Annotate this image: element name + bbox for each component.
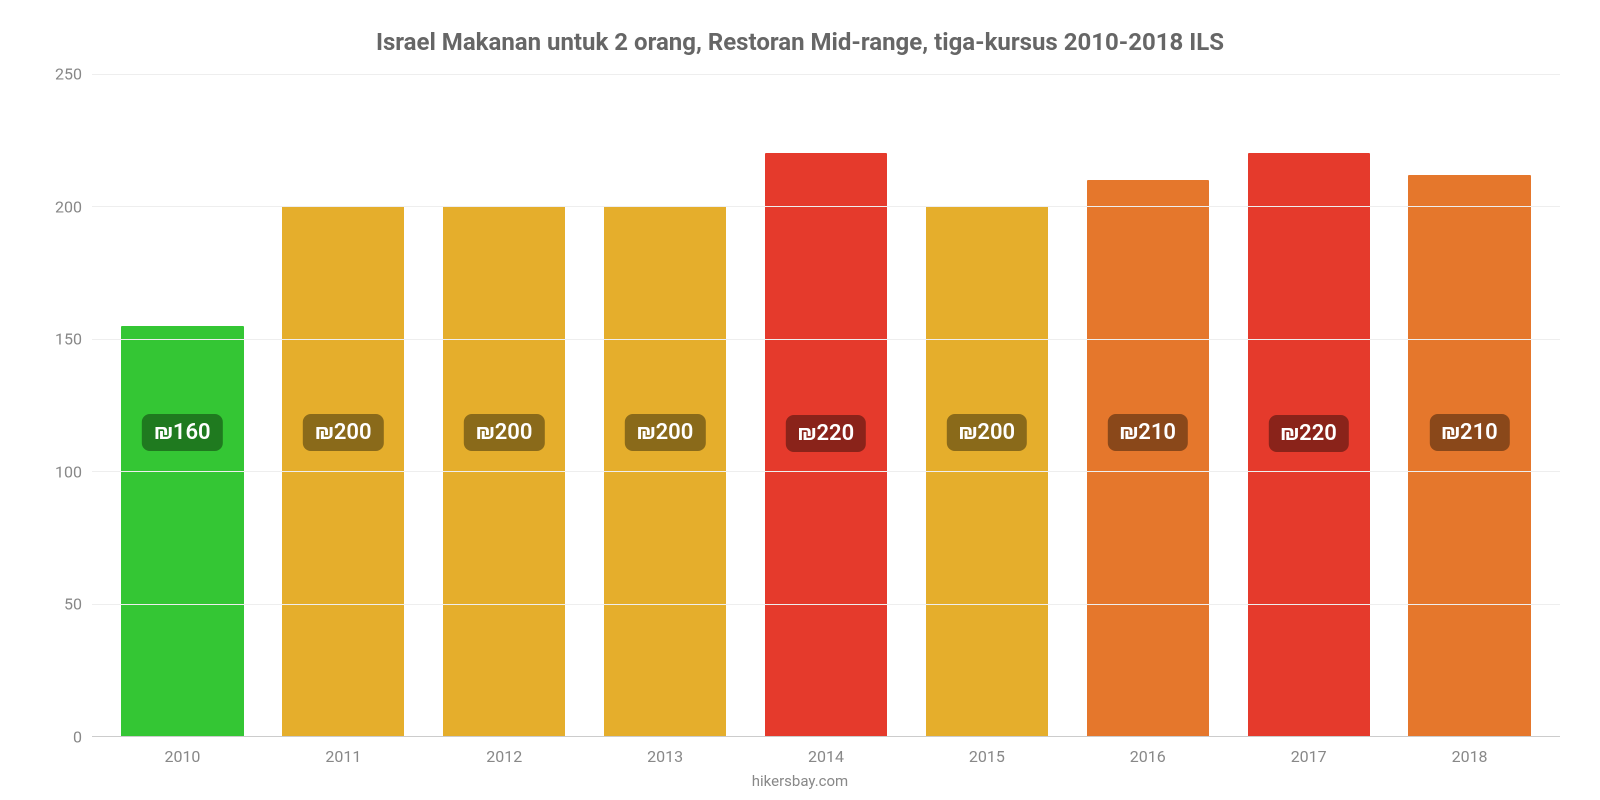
y-tick: 0 [42, 728, 82, 747]
bar-value-label: ₪200 [303, 414, 383, 451]
x-tick: 2011 [263, 747, 424, 766]
bar-slot: ₪210 [1067, 74, 1228, 736]
bar: ₪210 [1408, 175, 1530, 736]
gridline [92, 604, 1560, 605]
bar-slot: ₪200 [263, 74, 424, 736]
x-tick: 2017 [1228, 747, 1389, 766]
bar-value-label: ₪200 [947, 414, 1027, 451]
gridline [92, 339, 1560, 340]
y-tick: 150 [42, 330, 82, 349]
x-tick: 2010 [102, 747, 263, 766]
x-tick: 2012 [424, 747, 585, 766]
chart-grid: 050100150200250 ₪160₪200₪200₪200₪220₪200… [40, 74, 1560, 737]
gridline [92, 471, 1560, 472]
x-axis: 201020112012201320142015201620172018 [92, 737, 1560, 766]
x-tick: 2014 [746, 747, 907, 766]
bar-value-label: ₪210 [1429, 414, 1509, 451]
chart-area: 050100150200250 ₪160₪200₪200₪200₪220₪200… [40, 74, 1560, 766]
bar: ₪210 [1087, 180, 1209, 736]
bar-value-label: ₪220 [1268, 415, 1348, 452]
bar-slot: ₪200 [906, 74, 1067, 736]
x-tick: 2016 [1067, 747, 1228, 766]
bar-slot: ₪210 [1389, 74, 1550, 736]
bar-value-label: ₪200 [625, 414, 705, 451]
bars-container: ₪160 ₪200 ₪200 ₪200 ₪220 ₪200 ₪210 ₪220 ₪210 [92, 74, 1560, 736]
y-tick: 100 [42, 462, 82, 481]
bar: ₪220 [1248, 153, 1370, 736]
bar-value-label: ₪210 [1108, 414, 1188, 451]
bar-value-label: ₪220 [786, 415, 866, 452]
bar-slot: ₪200 [585, 74, 746, 736]
bar: ₪220 [765, 153, 887, 736]
x-tick: 2013 [585, 747, 746, 766]
bar-value-label: ₪160 [142, 414, 222, 451]
bar-slot: ₪160 [102, 74, 263, 736]
x-tick: 2018 [1389, 747, 1550, 766]
gridline [92, 74, 1560, 75]
bar-slot: ₪220 [1228, 74, 1389, 736]
y-tick: 50 [42, 595, 82, 614]
plot-area: ₪160 ₪200 ₪200 ₪200 ₪220 ₪200 ₪210 ₪220 ₪210 [92, 74, 1560, 737]
gridline [92, 206, 1560, 207]
bar-slot: ₪220 [746, 74, 907, 736]
y-axis: 050100150200250 [40, 74, 92, 737]
chart-title: Israel Makanan untuk 2 orang, Restoran M… [40, 28, 1560, 56]
bar: ₪160 [121, 326, 243, 736]
x-tick: 2015 [906, 747, 1067, 766]
bar-slot: ₪200 [424, 74, 585, 736]
y-tick: 200 [42, 197, 82, 216]
bar-value-label: ₪200 [464, 414, 544, 451]
credit-text: hikersbay.com [40, 772, 1560, 790]
y-tick: 250 [42, 65, 82, 84]
